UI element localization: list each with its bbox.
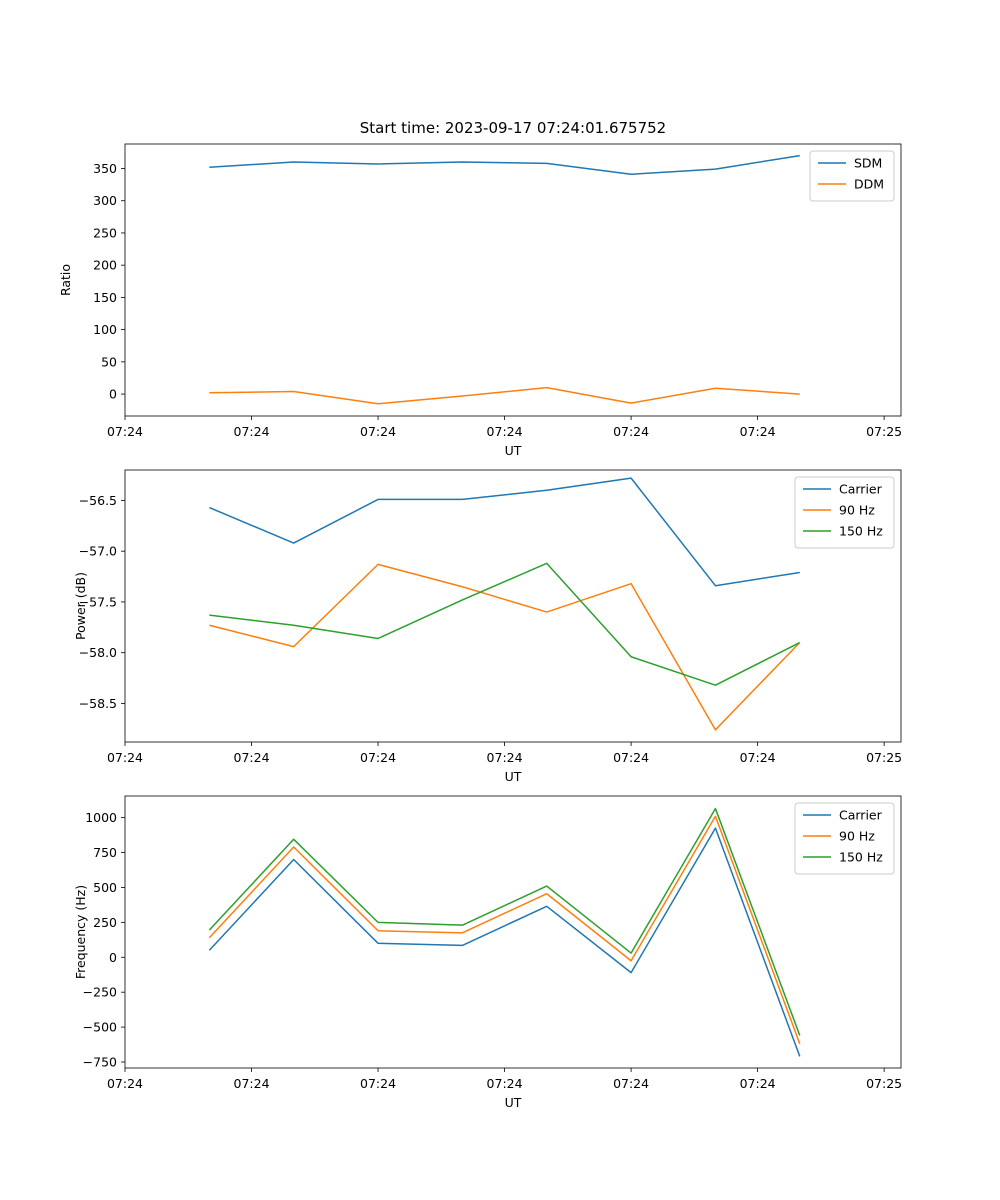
y-tick-label: 500	[93, 880, 117, 895]
y-tick-label: 250	[93, 225, 117, 240]
x-tick-label: 07:24	[234, 424, 270, 439]
x-tick-label: 07:25	[866, 750, 902, 765]
x-tick-label: 07:25	[866, 1076, 902, 1091]
legend-label: 150 Hz	[839, 524, 883, 539]
legend: Carrier 90 Hz 150 Hz	[794, 802, 895, 875]
x-tick-label: 07:24	[613, 424, 649, 439]
y-tick-label: 750	[93, 845, 117, 860]
x-tick-label: 07:24	[107, 1076, 143, 1091]
y-tick-label: 0	[109, 950, 117, 965]
x-tick-label: 07:24	[487, 1076, 523, 1091]
subplot-1: 07:24 07:24 07:24 07:24 07:24 07:24 07:25 0 50 10…	[58, 143, 902, 458]
legend-label: 150 Hz	[839, 850, 883, 865]
x-tick-label: 07:24	[487, 750, 523, 765]
x-axis-label: UT	[505, 769, 522, 784]
y-tick-label: −58.5	[79, 696, 117, 711]
x-tick-label: 07:24	[487, 424, 523, 439]
series-line-carrier	[209, 477, 800, 587]
y-tick-label: −56.5	[79, 493, 117, 508]
y-tick-label: −57.0	[79, 544, 117, 559]
series-line-150-hz	[208, 807, 801, 1036]
y-tick-label: 0	[109, 387, 117, 402]
x-tick-label: 07:24	[360, 424, 396, 439]
y-tick-label: 250	[93, 915, 117, 930]
x-tick-label: 07:24	[107, 424, 143, 439]
x-tick-label: 07:24	[234, 1076, 270, 1091]
legend-label: 90 Hz	[839, 503, 875, 518]
y-tick-label: 300	[93, 193, 117, 208]
axes-frame	[124, 143, 902, 417]
x-tick-label: 07:24	[740, 750, 776, 765]
x-tick-label: 07:24	[613, 1076, 649, 1091]
series-line-carrier	[208, 827, 801, 1057]
series-line-ddm	[209, 386, 800, 405]
legend-label: Carrier	[839, 482, 883, 497]
y-tick-label: −500	[83, 1020, 117, 1035]
x-axis-label: UT	[505, 1095, 522, 1110]
legend: SDM DDM	[809, 150, 895, 202]
x-tick-label: 07:24	[613, 750, 649, 765]
series-line-sdm	[209, 154, 800, 176]
y-tick-label: −57.5	[79, 594, 117, 609]
legend: Carrier 90 Hz 150 Hz	[794, 476, 895, 549]
y-tick-label: 50	[101, 354, 117, 369]
y-axis-label: Power (dB)	[73, 572, 88, 640]
axes-frame	[124, 795, 902, 1069]
legend-label: SDM	[854, 156, 882, 171]
y-tick-label: −750	[83, 1054, 117, 1069]
y-tick-label: 100	[93, 322, 117, 337]
axes-frame	[124, 469, 902, 743]
figure-title: Start time: 2023-09-17 07:24:01.675752	[359, 119, 667, 137]
x-tick-label: 07:25	[866, 424, 902, 439]
y-axis-label: Ratio	[58, 264, 73, 296]
y-tick-label: 1000	[85, 810, 117, 825]
y-tick-label: 200	[93, 258, 117, 273]
y-tick-label: 350	[93, 161, 117, 176]
x-tick-label: 07:24	[360, 1076, 396, 1091]
legend-label: Carrier	[839, 808, 883, 823]
y-tick-label: −250	[83, 985, 117, 1000]
subplot-3: 07:24 07:24 07:24 07:24 07:24 07:24 07:25 −750 −…	[73, 795, 902, 1110]
series-line-90-hz	[208, 815, 801, 1045]
x-tick-label: 07:24	[360, 750, 396, 765]
series-line-150-hz	[209, 562, 801, 686]
y-tick-label: −58.0	[79, 645, 117, 660]
legend-label: DDM	[854, 177, 884, 192]
y-tick-label: 150	[93, 290, 117, 305]
x-tick-label: 07:24	[107, 750, 143, 765]
subplot-2: 07:24 07:24 07:24 07:24 07:24 07:24 07:25 −58.5…	[73, 469, 902, 784]
legend-label: 90 Hz	[839, 829, 875, 844]
y-axis-label: Frequency (Hz)	[73, 885, 88, 979]
series-line-90-hz	[209, 563, 801, 731]
x-tick-label: 07:24	[740, 424, 776, 439]
x-axis-label: UT	[505, 443, 522, 458]
x-tick-label: 07:24	[740, 1076, 776, 1091]
x-tick-label: 07:24	[234, 750, 270, 765]
